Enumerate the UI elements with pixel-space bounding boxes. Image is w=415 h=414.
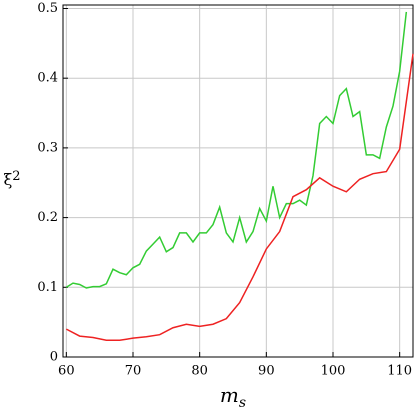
y-tick-label: 0.3 [37, 140, 58, 155]
data-line [65, 11, 408, 289]
x-tick-label: 110 [387, 364, 412, 379]
y-tick-label: 0.2 [37, 210, 58, 225]
x-tick-label: 100 [321, 364, 346, 379]
x-label-subscript: s [239, 395, 246, 411]
x-axis-label: ms [220, 383, 246, 412]
x-label-base: m [220, 383, 239, 407]
x-tick-label: 70 [125, 364, 142, 379]
y-label-base: ξ [3, 170, 12, 189]
y-tick-label: 0.5 [37, 1, 58, 16]
plot-frame [62, 4, 414, 358]
y-tick-label: 0.4 [37, 71, 58, 86]
x-tick-label: 90 [258, 364, 275, 379]
data-line [65, 53, 414, 342]
y-tick-label: 0.1 [37, 280, 58, 295]
y-tick-label: 0 [50, 350, 58, 365]
x-tick-label: 60 [58, 364, 75, 379]
x-tick-label: 80 [191, 364, 208, 379]
y-label-subscript: 2 [12, 169, 20, 184]
y-axis-label: ξ2 [3, 169, 20, 189]
